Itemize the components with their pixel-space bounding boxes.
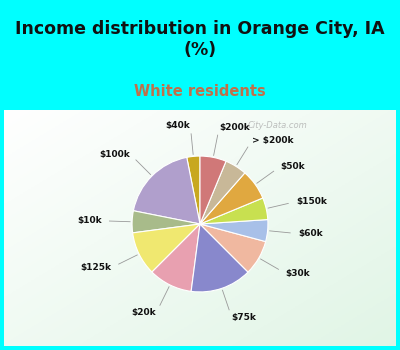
- Text: $75k: $75k: [232, 313, 256, 322]
- Wedge shape: [200, 156, 226, 224]
- Text: Income distribution in Orange City, IA
(%): Income distribution in Orange City, IA (…: [15, 20, 385, 59]
- Wedge shape: [187, 156, 200, 224]
- Wedge shape: [152, 224, 200, 291]
- Text: $125k: $125k: [81, 263, 112, 272]
- Text: $20k: $20k: [132, 308, 156, 317]
- Text: $100k: $100k: [100, 150, 130, 159]
- Wedge shape: [200, 224, 266, 272]
- Wedge shape: [133, 224, 200, 272]
- Text: White residents: White residents: [134, 84, 266, 99]
- Wedge shape: [200, 198, 268, 224]
- Text: $10k: $10k: [77, 216, 102, 225]
- Text: City-Data.com: City-Data.com: [248, 121, 307, 130]
- Wedge shape: [133, 158, 200, 224]
- Text: $150k: $150k: [296, 197, 327, 206]
- Text: $60k: $60k: [298, 229, 323, 238]
- Wedge shape: [132, 211, 200, 233]
- Wedge shape: [200, 219, 268, 241]
- Text: $200k: $200k: [219, 123, 250, 132]
- Wedge shape: [191, 224, 248, 292]
- Text: > $200k: > $200k: [252, 136, 294, 145]
- Wedge shape: [200, 161, 245, 224]
- Text: $30k: $30k: [285, 269, 310, 278]
- Text: $50k: $50k: [280, 162, 305, 171]
- Wedge shape: [200, 173, 263, 224]
- Text: $40k: $40k: [166, 121, 190, 131]
